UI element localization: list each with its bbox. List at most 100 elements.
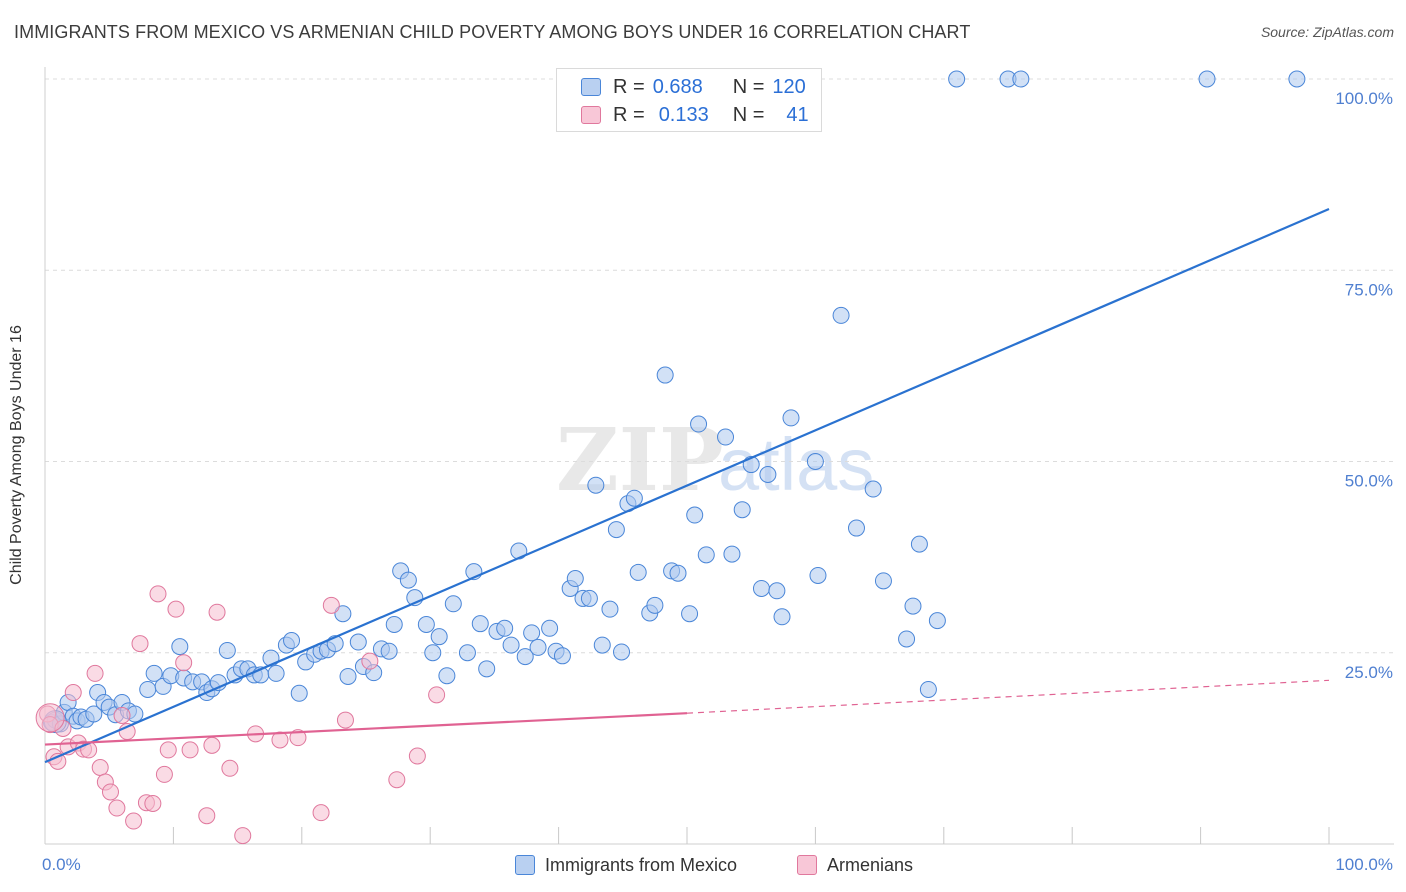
legend-r-label: R = bbox=[613, 103, 645, 126]
mexico-point bbox=[444, 595, 462, 613]
mexico-point bbox=[723, 545, 741, 563]
mexico-point bbox=[171, 638, 189, 656]
legend-n-value: 120 bbox=[772, 75, 806, 98]
mexico-point bbox=[733, 501, 751, 519]
mexico-points bbox=[42, 70, 1306, 734]
mexico-point bbox=[399, 571, 417, 589]
armenians-point bbox=[108, 799, 126, 817]
watermark-atlas: atlas bbox=[718, 423, 874, 506]
mexico-point bbox=[334, 605, 352, 623]
mexico-point bbox=[85, 705, 103, 723]
armenians-point bbox=[336, 711, 354, 729]
legend-item-mexico: Immigrants from Mexico bbox=[515, 851, 737, 879]
mexico-point bbox=[773, 608, 791, 626]
grid-lines bbox=[45, 78, 1394, 654]
armenians-point bbox=[64, 684, 82, 702]
mexico-point bbox=[380, 642, 398, 660]
mexico-point bbox=[417, 615, 435, 633]
mexico-point bbox=[607, 521, 625, 539]
legend-swatch-armenians bbox=[797, 855, 817, 875]
mexico-point bbox=[553, 647, 571, 665]
mexico-point bbox=[430, 628, 448, 646]
armenians-point bbox=[322, 596, 340, 614]
mexico-point bbox=[919, 680, 937, 698]
armenians-point bbox=[271, 731, 289, 749]
mexico-point bbox=[529, 638, 547, 656]
mexico-point bbox=[471, 615, 489, 633]
mexico-point bbox=[625, 489, 643, 507]
legend-swatch-armenians bbox=[581, 106, 601, 124]
legend-r-value: 0.688 bbox=[652, 75, 703, 98]
armenians-point bbox=[312, 804, 330, 822]
armenians-point bbox=[198, 807, 216, 825]
legend-swatch-mexico bbox=[515, 855, 535, 875]
armenians-point bbox=[408, 747, 426, 765]
mexico-point bbox=[496, 619, 514, 637]
mexico-point bbox=[898, 630, 916, 648]
mexico-point bbox=[782, 409, 800, 427]
mexico-point bbox=[290, 684, 308, 702]
mexico-point bbox=[686, 506, 704, 524]
armenians-point bbox=[208, 603, 226, 621]
mexico-point bbox=[752, 579, 770, 597]
mexico-point bbox=[218, 641, 236, 659]
armenians-point bbox=[155, 765, 173, 783]
mexico-point bbox=[458, 644, 476, 662]
y-tick-label: 50.0% bbox=[1345, 472, 1393, 491]
legend-r-value: 0.133 bbox=[658, 103, 709, 126]
mexico-point bbox=[697, 546, 715, 564]
stats-legend: R = 0.688 N = 120 R = 0.133 N = 41 bbox=[556, 68, 822, 132]
legend-label-armenians: Armenians bbox=[827, 854, 914, 875]
mexico-point bbox=[587, 476, 605, 494]
legend-item-armenians: Armenians bbox=[797, 851, 913, 879]
legend-swatch-mexico bbox=[581, 78, 601, 96]
mexico-point bbox=[349, 633, 367, 651]
armenians-point bbox=[428, 686, 446, 704]
mexico-point bbox=[283, 632, 301, 650]
y-tick-label: 25.0% bbox=[1345, 663, 1393, 682]
mexico-point bbox=[847, 519, 865, 537]
legend-r-label: R = bbox=[613, 75, 645, 98]
y-tick-label: 100.0% bbox=[1335, 89, 1393, 108]
legend-n-value: 41 bbox=[786, 103, 809, 126]
mexico-point bbox=[629, 563, 647, 581]
mexico-point bbox=[613, 643, 631, 661]
legend-row-armenians: R = 0.133 N = 41 bbox=[581, 101, 809, 129]
chart-title: IMMIGRANTS FROM MEXICO VS ARMENIAN CHILD… bbox=[14, 22, 971, 42]
mexico-point bbox=[601, 600, 619, 618]
mexico-point bbox=[806, 453, 824, 470]
mexico-point bbox=[717, 428, 735, 446]
armenians-point bbox=[203, 736, 221, 754]
mexico-point bbox=[424, 644, 442, 662]
legend-label-mexico: Immigrants from Mexico bbox=[545, 854, 738, 875]
source-credit: Source: ZipAtlas.com bbox=[1260, 24, 1394, 40]
legend-n-label: N = bbox=[732, 103, 765, 126]
mexico-point bbox=[656, 366, 674, 384]
armenians-point bbox=[388, 771, 406, 789]
mexico-point bbox=[874, 572, 892, 590]
mexico-point bbox=[948, 70, 966, 88]
mexico-point bbox=[832, 306, 850, 324]
armenians-point bbox=[35, 703, 65, 733]
y-axis-label-text: Child Poverty Among Boys Under 16 bbox=[8, 325, 25, 585]
mexico-point bbox=[646, 596, 664, 614]
y-tick-label: 75.0% bbox=[1345, 280, 1393, 299]
armenians-point bbox=[149, 585, 167, 603]
mexico-point bbox=[523, 624, 541, 642]
armenians-point bbox=[91, 759, 109, 776]
mexico-point bbox=[385, 615, 403, 633]
mexico-point bbox=[145, 664, 163, 682]
armenians-point bbox=[181, 741, 199, 759]
armenians-point bbox=[125, 812, 143, 830]
mexico-point bbox=[541, 619, 559, 637]
mexico-point bbox=[1012, 70, 1030, 88]
mexico-point bbox=[580, 589, 598, 607]
mexico-point bbox=[566, 570, 584, 588]
x-tick-label: 100.0% bbox=[1335, 855, 1393, 874]
mexico-point bbox=[593, 636, 611, 654]
legend-row-mexico: R = 0.688 N = 120 bbox=[581, 73, 806, 101]
legend-n-label: N = bbox=[732, 75, 765, 98]
armenians-point bbox=[175, 654, 193, 672]
armenians-trend-extension bbox=[686, 679, 1330, 714]
